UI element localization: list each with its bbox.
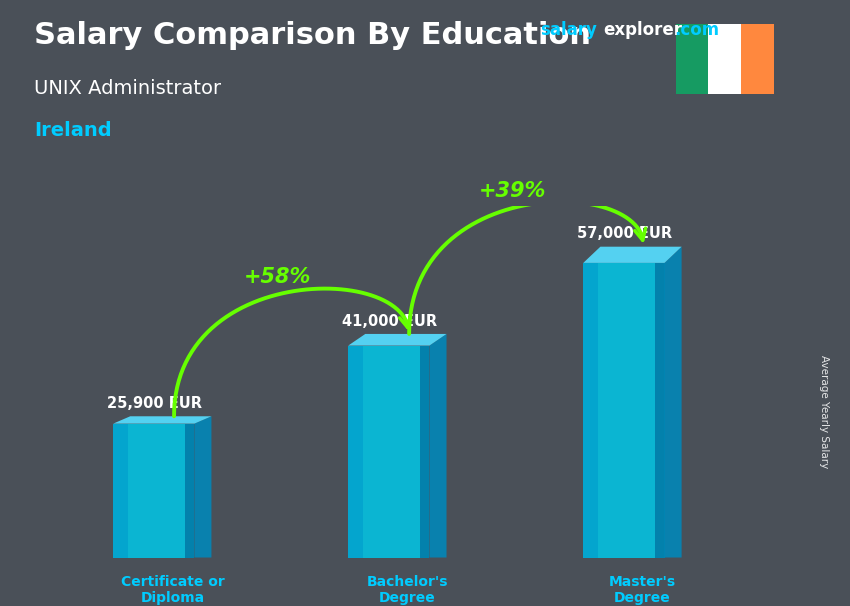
- Bar: [676, 24, 708, 94]
- Polygon shape: [583, 263, 665, 558]
- Text: Salary Comparison By Education: Salary Comparison By Education: [34, 21, 591, 50]
- Text: .com: .com: [674, 21, 719, 39]
- Polygon shape: [665, 247, 682, 558]
- Polygon shape: [348, 334, 446, 345]
- Bar: [741, 24, 774, 94]
- Text: 25,900 EUR: 25,900 EUR: [107, 396, 201, 411]
- Polygon shape: [195, 416, 212, 558]
- Text: 57,000 EUR: 57,000 EUR: [577, 227, 672, 241]
- Text: explorer: explorer: [604, 21, 683, 39]
- Text: salary: salary: [540, 21, 597, 39]
- Text: +58%: +58%: [244, 267, 311, 287]
- Polygon shape: [654, 263, 665, 558]
- Text: Certificate or
Diploma: Certificate or Diploma: [121, 575, 224, 605]
- Text: UNIX Administrator: UNIX Administrator: [34, 79, 221, 98]
- Text: 41,000 EUR: 41,000 EUR: [342, 314, 437, 328]
- Bar: [708, 24, 741, 94]
- Polygon shape: [429, 334, 446, 558]
- Polygon shape: [113, 416, 212, 424]
- Polygon shape: [113, 424, 128, 558]
- Text: +39%: +39%: [479, 181, 547, 201]
- Polygon shape: [184, 424, 195, 558]
- Text: Bachelor's
Degree: Bachelor's Degree: [366, 575, 448, 605]
- Text: Master's
Degree: Master's Degree: [609, 575, 676, 605]
- Polygon shape: [348, 345, 429, 558]
- Polygon shape: [348, 345, 363, 558]
- Polygon shape: [113, 424, 195, 558]
- Polygon shape: [583, 263, 598, 558]
- Text: Ireland: Ireland: [34, 121, 111, 140]
- Text: Average Yearly Salary: Average Yearly Salary: [819, 356, 829, 468]
- Polygon shape: [420, 345, 429, 558]
- Polygon shape: [583, 247, 682, 263]
